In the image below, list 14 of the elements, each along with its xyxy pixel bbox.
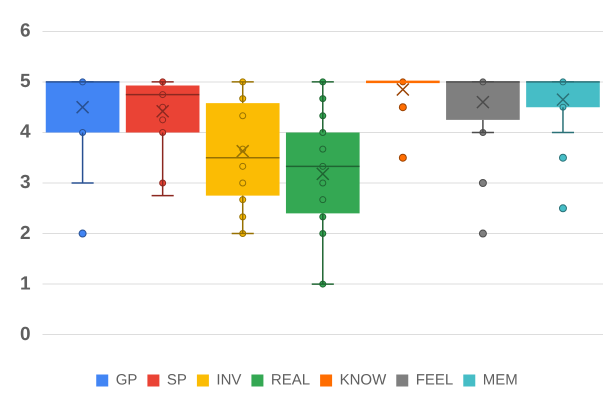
legend-label: MEM (482, 372, 518, 389)
y-tick-label: 4 (20, 122, 31, 143)
legend-label: REAL (270, 372, 310, 389)
legend-label: KNOW (340, 372, 388, 389)
y-tick-label: 2 (20, 222, 31, 244)
y-tick-label: 1 (20, 273, 31, 294)
y-tick-label: 0 (20, 324, 31, 345)
y-tick-label: 3 (20, 172, 31, 194)
legend-label: SP (166, 372, 187, 389)
y-tick-label: 5 (20, 71, 31, 92)
y-tick-label: 6 (20, 20, 31, 42)
legend-label: INV (216, 372, 242, 389)
legend-label: GP (116, 372, 138, 389)
legend-label: FEEL (416, 372, 454, 389)
